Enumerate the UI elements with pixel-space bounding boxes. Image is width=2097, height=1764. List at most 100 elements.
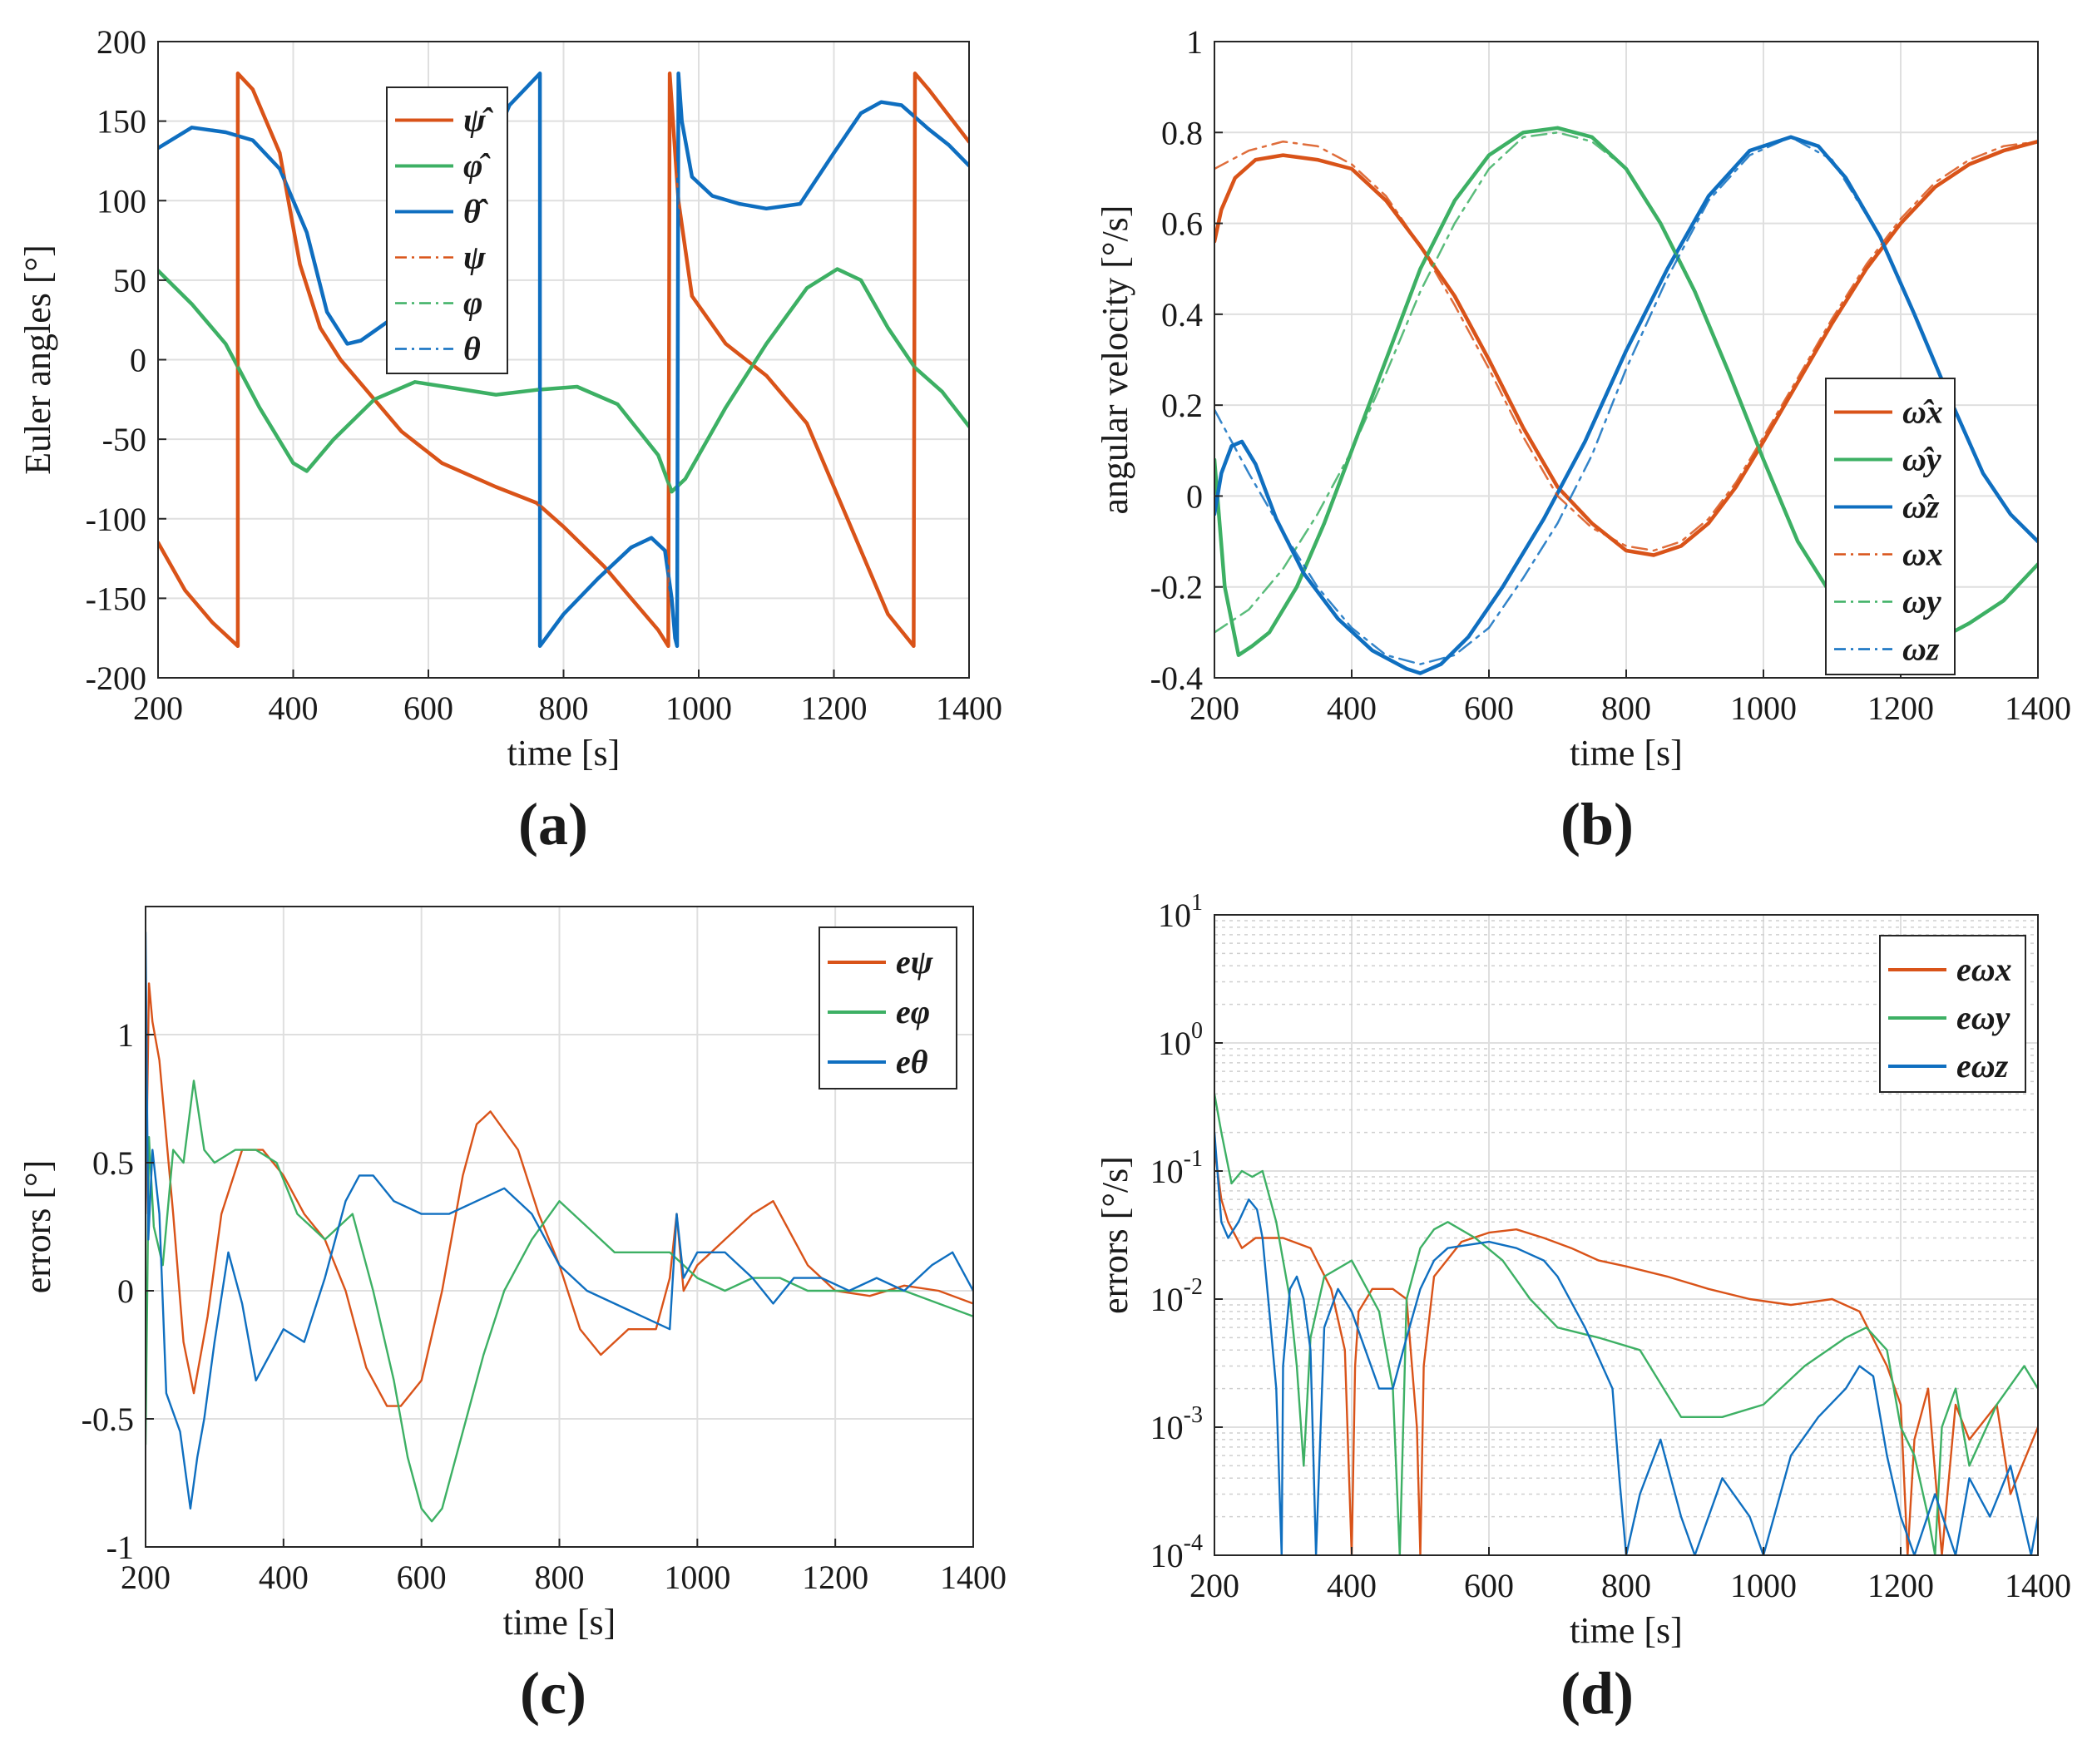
x-axis-label: time [s] [503,1602,616,1643]
legend-label: θ [463,330,481,368]
legend-label: eωy [1956,999,2010,1036]
panel-label: (d) [1560,1660,1634,1727]
y-tick-label: -0.5 [82,1401,134,1438]
legend: ψ̂φ̂θ̂ψφθ [386,86,508,374]
y-tick-label: -0.4 [1150,660,1203,697]
x-axis-label: time [s] [1570,733,1683,773]
series-line-4 [158,72,969,648]
y-tick-label: 0.2 [1161,387,1203,424]
legend-label: ω̂x [1902,393,1943,431]
y-axis-label: Euler angles [°] [17,245,58,475]
x-tick-label: 1200 [1867,689,1934,727]
x-tick-label: 1000 [1730,1567,1797,1604]
x-tick-label: 800 [1601,1567,1651,1604]
series-line-6 [1214,136,2038,665]
series-group [1214,1093,2038,1555]
legend-box [1825,378,1956,675]
y-tick-label: 0 [1186,477,1203,515]
x-tick-label: 200 [121,1559,171,1596]
x-tick-label: 400 [1327,1567,1377,1604]
y-tick-label: 50 [113,262,146,299]
legend-label: eωz [1956,1047,2009,1085]
y-tick-label: 0.8 [1161,114,1203,151]
legend: eωx eωy eωz [1879,935,2026,1093]
y-tick-label: 100 [96,182,146,220]
y-tick-label: 0.6 [1161,205,1203,243]
series-line-4 [1214,140,2038,552]
x-tick-label: 800 [535,1559,585,1596]
y-tick-label: 150 [96,103,146,141]
y-tick-label: 10-4 [1150,1530,1203,1574]
legend-label: ψ [463,239,486,276]
x-tick-label: 400 [1327,689,1377,727]
legend-label: ωz [1902,630,1940,668]
y-tick-label: -50 [102,421,146,458]
y-tick-label: 200 [96,23,146,61]
x-tick-label: 1000 [1730,689,1797,727]
x-tick-label: 600 [1464,689,1514,727]
series-group [158,72,969,649]
x-tick-label: 1400 [2005,689,2071,727]
legend: ω̂x ω̂y ω̂z ωx ωy ωz [1825,378,1956,675]
x-axis-label: time [s] [507,733,621,773]
legend-label: ωx [1902,536,1943,573]
x-tick-label: 200 [1189,689,1239,727]
x-axis-label: time [s] [1570,1610,1683,1651]
chart-panel-b: 200 400 600 800 1000 1200 1400 -0.4 -0.2 0 0.2 0.4 0… [1095,23,2071,857]
y-tick-label: -200 [86,660,146,697]
x-tick-label: 1400 [940,1559,1006,1596]
chart-panel-d: 200 400 600 800 1000 1200 1400 10-4 10-3 10-2 10-1… [1095,890,2071,1727]
series-group [146,931,973,1523]
x-tick-label: 600 [403,689,453,727]
legend-label: eωx [1956,951,2012,988]
y-tick-label: -150 [86,580,146,617]
x-tick-label: 600 [1464,1567,1514,1604]
x-tick-label: 200 [133,689,183,727]
legend-box [386,86,508,374]
y-tick-label: 0.5 [92,1144,134,1182]
legend-label: eθ [896,1043,928,1080]
y-tick-label: -1 [106,1529,134,1566]
y-axis-label: errors [°] [17,1160,58,1294]
x-tick-label: 1200 [1867,1567,1934,1604]
y-tick-label: 0 [130,342,146,379]
y-tick-label: 0 [117,1272,134,1310]
x-tick-label: 1200 [802,1559,868,1596]
chart-panel-c: 200 400 600 800 1000 1200 1400 -1 -0.5 0 0.5 1 time … [17,906,1006,1727]
legend-box [819,926,957,1090]
series-line-2 [146,1080,973,1523]
series-line-1 [146,982,973,1407]
x-tick-label: 800 [539,689,589,727]
y-tick-label: 100 [1158,1018,1203,1062]
y-axis-label: angular velocity [°/s] [1095,205,1135,515]
legend-label: ωy [1902,583,1941,620]
series-line-6 [158,72,969,648]
legend-label: φ [463,284,482,322]
y-tick-label: 10-2 [1150,1274,1203,1318]
y-tick-label: -0.2 [1150,569,1203,606]
x-tick-label: 800 [1601,689,1651,727]
legend-label: ω̂z [1902,488,1940,526]
legend: eψ eφ eθ [819,926,957,1090]
x-tick-label: 600 [397,1559,447,1596]
legend-label: eψ [896,943,933,981]
y-tick-label: 10-1 [1150,1146,1203,1190]
panel-label: (a) [518,791,588,857]
series-line-3 [146,931,973,1510]
y-tick-label: 0.4 [1161,296,1203,334]
x-tick-label: 1400 [2005,1567,2071,1604]
x-tick-label: 400 [269,689,319,727]
y-tick-label: 101 [1158,890,1203,934]
legend-label: eφ [896,993,930,1030]
x-tick-label: 1000 [665,689,732,727]
legend-label: ω̂y [1902,441,1941,478]
x-tick-label: 200 [1189,1567,1239,1604]
y-tick-label: -100 [86,501,146,538]
y-tick-label: 1 [1186,23,1203,61]
y-tick-label: 1 [117,1016,134,1054]
series-line-3 [1214,1131,2038,1555]
panel-label: (c) [520,1660,586,1727]
y-tick-label: 10-3 [1150,1402,1203,1446]
panel-label: (b) [1560,791,1634,857]
